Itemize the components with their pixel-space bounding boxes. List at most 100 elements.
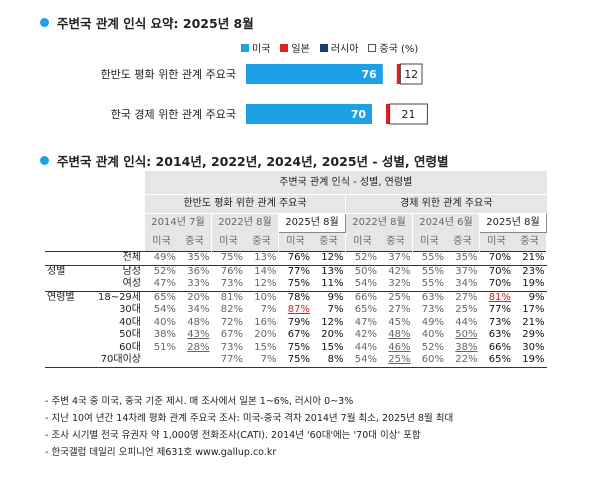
row-category [45,354,89,367]
legend-item-china: 중국 (%) [368,40,418,55]
data-table: 주변국 관계 인식 - 성별, 연령별 한반도 평화 위한 관계 주요국 경제 … [45,171,547,369]
table-row: 50대 38% 43% 67% 20% 67% 20% 42% 48% 40% 50% 63% 29% [45,329,547,342]
table-cell: 73% [488,316,511,328]
table-cell: 34% [455,278,478,290]
row-category: 연령별 [45,290,89,304]
table-cell: 60% [421,354,444,366]
table-cell: 7% [260,354,277,366]
table-cell: 7% [260,304,277,316]
table-cell: 73% [421,304,444,316]
year-header: 2024년 6월 [412,213,480,233]
table-cell: 50% [455,329,478,341]
table-cell: 17% [522,304,545,316]
row-category [45,317,89,330]
table-cell: 65% [488,354,511,366]
table-cell: 67% [220,329,243,341]
table-cell: 49% [145,251,178,265]
table-cell: 43% [187,329,210,341]
table-cell: 25% [379,290,413,304]
year-header: 2022년 8월 [211,213,279,233]
country-header: 미국 [345,232,379,252]
table-bottom-border [45,366,547,369]
row-label: 18~29세 [89,290,145,304]
table-top-header: 주변국 관계 인식 - 성별, 연령별 [145,171,547,195]
table-cell: 55% [421,278,444,290]
category-label: 한국 경제 위한 관계 주요국 [111,108,236,121]
year-header: 2025년 8월 [479,213,547,233]
legend-swatch-russia [319,43,328,52]
table-cell: 50% [345,264,379,278]
table-cell: 81% [211,290,245,304]
table-cell: 12% [254,278,277,290]
table-cell: 35% [446,251,480,265]
table-cell: 12% [312,251,346,265]
table-cell: 20% [178,290,212,304]
table-cell: 13% [245,251,279,265]
table-cell: 37% [379,251,413,265]
table-cell: 82% [220,304,243,316]
country-header: 중국 [446,232,480,252]
table-cell: 19% [522,278,545,290]
footnote: - 조사 시기별 전국 유권자 약 1,000명 전화조사(CATI). 201… [45,430,421,441]
table-year-row: 2014년 7월 2022년 8월 2025년 8월 2022년 8월 2024년 6월… [45,213,547,233]
year-header: 2014년 7월 [145,213,212,233]
table-cell: 75% [287,341,310,353]
country-header: 미국 [412,232,446,252]
table-cell: 55% [412,251,446,265]
table-cell: 78% [278,290,312,304]
table-row: 연령별 18~29세 65% 20% 81% 10% 78% 9% 66% 25% 63% 27% 81… [45,290,547,304]
table-cell: 29% [522,329,545,341]
table-cell: 63% [412,290,446,304]
table-cell: 34% [187,304,210,316]
row-category [45,342,89,355]
table-cell: 47% [354,316,377,328]
table-cell: 15% [321,341,344,353]
row-category [45,304,89,317]
group-header-economy: 경제 위한 관계 주요국 [345,194,547,214]
table-cell: 75% [211,251,245,265]
table-cell: 67% [287,329,310,341]
table-cell: 22% [455,354,478,366]
table-cell: 54% [153,304,176,316]
country-header: 미국 [278,232,312,252]
table-cell: 76% [211,264,245,278]
table-cell: 11% [321,278,344,290]
legend-swatch-japan [280,43,289,52]
table-cell: 20% [321,329,344,341]
table-cell: 7% [327,304,344,316]
table-cell: 23% [513,264,547,278]
table-cell: 75% [287,354,310,366]
bar-usa [246,64,383,84]
bar-china [389,103,428,125]
table-cell: 30% [522,341,545,353]
table-cell: 42% [354,329,377,341]
table-cell: 28% [187,341,210,353]
row-category [45,251,89,265]
table-cell: 63% [488,329,511,341]
table-cell: 70% [488,278,511,290]
table-cell: 48% [187,316,210,328]
table-cell: 54% [354,354,377,366]
table-cell: 13% [312,264,346,278]
row-label: 40대 [119,316,141,328]
table-cell: 51% [153,341,176,353]
row-label: 여성 [122,278,141,290]
legend-swatch-usa [241,43,249,52]
footnote: - 지난 10여 년간 14차례 평화 관계 주요국 조사: 미국-중국 격차 … [45,413,454,424]
country-header: 중국 [312,232,346,252]
country-header: 중국 [513,232,547,252]
table-cell: 14% [245,264,279,278]
country-header: 중국 [245,232,279,252]
year-header: 2022년 8월 [345,213,413,233]
table-cell: 36% [178,264,212,278]
table-cell: 44% [354,341,377,353]
table-cell: 9% [312,290,346,304]
table-cell: 20% [254,329,277,341]
bullet-icon [40,18,49,27]
bar-japan [386,104,390,124]
table-bottom-line [45,366,547,369]
table-cell: 42% [379,264,413,278]
row-category [45,278,89,291]
bar-china-label: 12 [404,68,418,81]
table-row: 70대이상 77% 7% 75% 8% 54% 25% 60% 22% 65% 19% [45,354,547,367]
